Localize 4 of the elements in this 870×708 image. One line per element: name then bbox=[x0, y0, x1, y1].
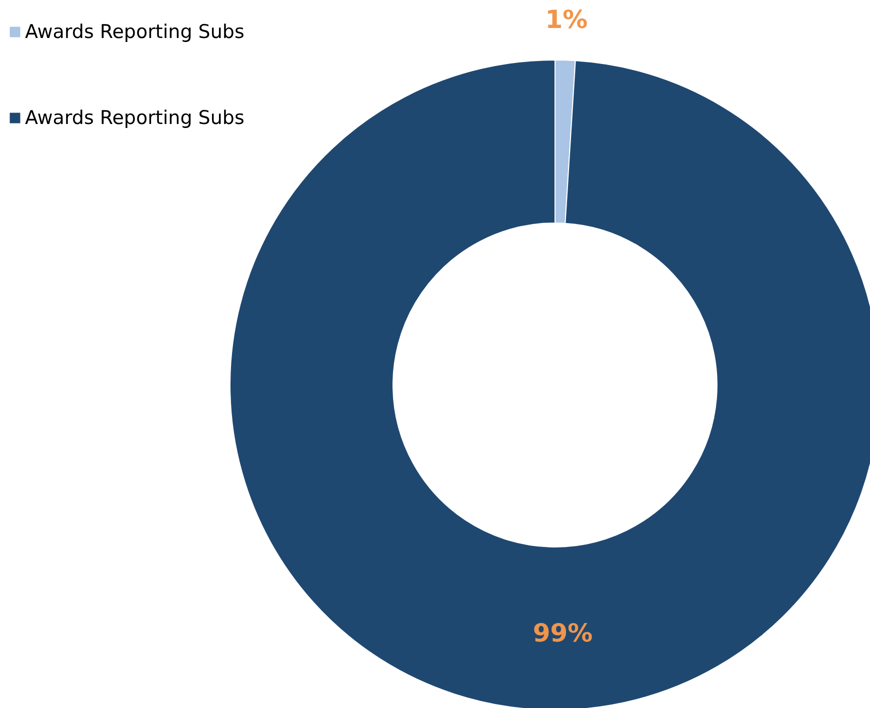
legend-label: Awards Reporting Subs bbox=[25, 21, 244, 43]
legend-label: Awards Reporting Subs bbox=[25, 107, 244, 129]
data-label: 1% bbox=[545, 5, 588, 34]
data-label: 99% bbox=[532, 618, 593, 648]
